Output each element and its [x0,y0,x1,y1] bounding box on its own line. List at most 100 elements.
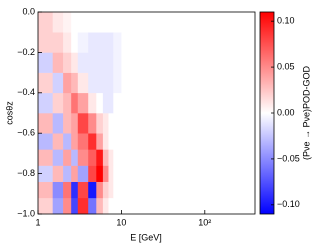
heatmap-cell [77,165,89,182]
heatmap-cell [52,113,64,134]
x-tick-label: 1 [35,217,40,227]
heatmap-cell [102,181,109,199]
heatmap-cell [108,181,114,199]
heatmap-cell [77,72,89,94]
heatmap-cell [179,133,206,150]
heatmap-cell [38,165,53,182]
heatmap-cell [136,72,147,94]
heatmap-cell [179,92,206,114]
x-tick-label: 10² [198,217,211,227]
heatmap-cell [146,52,180,73]
heatmap-cell [63,72,72,94]
heatmap-cell [121,133,137,150]
heatmap-cell [96,197,104,215]
heatmap-cell [71,133,79,150]
heatmap-cell [38,92,53,114]
heatmap-cell [77,52,89,73]
heatmap-cell [63,181,72,199]
heatmap-cell [204,52,231,73]
heatmap-cell [52,181,64,199]
heatmap-cell [63,133,72,150]
heatmap [38,12,256,215]
heatmap-cell [179,165,206,182]
heatmap-cell [96,32,104,53]
heatmap-cell [71,12,79,33]
colorbar-tick-label: 0.10 [277,16,295,26]
heatmap-cell [204,113,231,134]
heatmap-cell [52,12,64,33]
heatmap-cell [146,92,180,114]
heatmap-cell [229,12,256,33]
y-tick-label: 0.0 [22,6,35,16]
y-tick-label: −1.0 [17,208,35,218]
heatmap-cell [77,181,89,199]
heatmap-cell [63,52,72,73]
heatmap-cell [96,181,104,199]
heatmap-cell [108,149,114,166]
heatmap-cell [136,92,147,114]
heatmap-cell [113,12,122,33]
heatmap-cell [113,92,122,114]
heatmap-cell [77,197,89,215]
heatmap-cell [121,12,137,33]
heatmap-cell [63,12,72,33]
heatmap-cell [88,197,97,215]
heatmap-cell [38,149,53,166]
heatmap-cell [77,92,89,114]
heatmap-cell [229,72,256,94]
y-tick-label: −0.8 [17,168,35,178]
heatmap-cell [121,72,137,94]
heatmap-cell [179,181,206,199]
heatmap-cell [71,32,79,53]
heatmap-cell [146,32,180,53]
heatmap-cell [229,32,256,53]
heatmap-cell [77,133,89,150]
heatmap-cell [108,72,114,94]
heatmap-cell [146,181,180,199]
heatmap-cell [136,52,147,73]
heatmap-cell [179,52,206,73]
heatmap-cell [96,133,104,150]
heatmap-cell [102,197,109,215]
heatmap-cell [63,92,72,114]
heatmap-cell [52,52,64,73]
heatmap-cell [108,52,114,73]
heatmap-cell [52,197,64,215]
heatmap-cell [102,133,109,150]
heatmap-cell [204,181,231,199]
heatmap-cell [146,197,180,215]
heatmap-cell [179,12,206,33]
heatmap-cell [38,181,53,199]
heatmap-cell [88,92,97,114]
heatmap-cell [108,113,114,134]
heatmap-cell [121,165,137,182]
heatmap-cell [96,72,104,94]
heatmap-cell [52,72,64,94]
heatmap-cell [88,52,97,73]
heatmap-cell [71,72,79,94]
heatmap-cell [52,32,64,53]
heatmap-cell [136,133,147,150]
heatmap-cell [108,133,114,150]
heatmap-cell [71,197,79,215]
heatmap-cell [102,52,109,73]
heatmap-cell [113,197,122,215]
heatmap-cell [229,133,256,150]
heatmap-cell [96,149,104,166]
heatmap-cell [52,149,64,166]
heatmap-cell [113,113,122,134]
x-tick-label: 10 [116,217,126,227]
heatmap-cell [179,32,206,53]
heatmap-cell [108,92,114,114]
heatmap-cell [204,165,231,182]
heatmap-cell [38,12,53,33]
heatmap-cell [229,181,256,199]
heatmap-cell [96,113,104,134]
heatmap-cell [121,181,137,199]
heatmap-cell [136,165,147,182]
heatmap-cell [102,165,109,182]
heatmap-cell [52,133,64,150]
heatmap-cell [108,12,114,33]
colorbar-tick-label: −0.10 [277,199,300,209]
plot-frame [37,11,256,215]
